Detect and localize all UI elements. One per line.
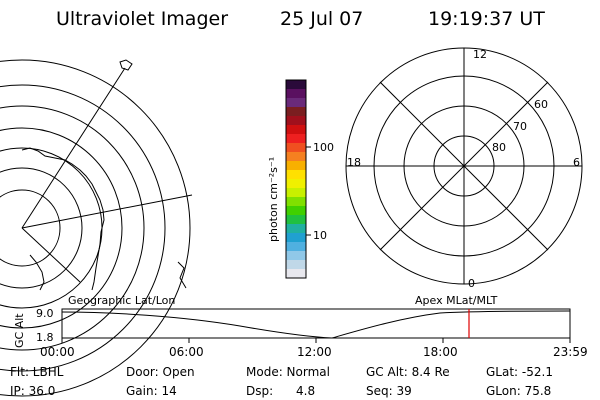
mode-readout: Mode: Normal <box>246 365 330 379</box>
timeline-xtick-0600: 06:00 <box>169 345 204 359</box>
colorbar-cell <box>286 179 306 189</box>
timeline-xtick-0000: 00:00 <box>40 345 75 359</box>
colorbar-cell <box>286 206 306 216</box>
meridian-1 <box>21 67 126 229</box>
colorbar-cell <box>286 125 306 135</box>
timeline-xtick-1800: 18:00 <box>423 345 458 359</box>
lat-arc-6 <box>0 84 166 372</box>
colorbar-cell <box>286 116 306 126</box>
colorbar-cell <box>286 215 306 225</box>
filter-readout: Flt: LBHL <box>10 365 64 379</box>
coastline-right <box>177 261 187 289</box>
mlt-label-18: 18 <box>347 156 361 169</box>
altitude-curve <box>61 310 571 339</box>
lat-arc-1 <box>0 189 61 267</box>
meridian-2 <box>21 194 193 229</box>
colorbar-cell <box>286 260 306 270</box>
gain-readout: Gain: 14 <box>126 384 177 398</box>
mlat-label-70: 70 <box>513 120 527 133</box>
colorbar-cell <box>286 242 306 252</box>
gc-alt-readout: GC Alt: 8.4 Re <box>366 365 450 379</box>
dsp-value: 4.8 <box>296 384 316 398</box>
dsp-label: Dsp: <box>246 384 274 398</box>
timeline-xtick-2359: 23:59 <box>553 345 588 359</box>
timeline-ytick-bottom: 1.8 <box>36 331 54 344</box>
coastline-antarctica <box>21 147 105 291</box>
colorbar-cell <box>286 134 306 144</box>
timeline-xtick-1200: 12:00 <box>297 345 332 359</box>
colorbar-tick-10: 10 <box>313 229 327 242</box>
colorbar-cell <box>286 143 306 153</box>
colorbar-cell <box>286 107 306 117</box>
colorbar-cell <box>286 98 306 108</box>
mlat-label-60: 60 <box>534 98 548 111</box>
meridian-3 <box>21 227 81 283</box>
observation-date: 25 Jul 07 <box>280 8 364 30</box>
colorbar-cell <box>286 161 306 171</box>
colorbar-cell <box>286 224 306 234</box>
colorbar-cell <box>286 269 306 279</box>
colorbar-tick-100: 100 <box>313 141 334 154</box>
colorbar-cell <box>286 197 306 207</box>
colorbar-cell <box>286 152 306 162</box>
observation-time: 19:19:37 UT <box>428 8 545 30</box>
timeline-left-label: Geographic Lat/Lon <box>68 294 176 307</box>
colorbar-cell <box>286 89 306 99</box>
colorbar-cell <box>286 80 306 90</box>
glat-readout: GLat: -52.1 <box>486 365 553 379</box>
colorbar-cell <box>286 188 306 198</box>
ip-readout: IP: 36.0 <box>10 384 56 398</box>
coastline-island <box>119 59 133 71</box>
seq-readout: Seq: 39 <box>366 384 412 398</box>
instrument-title: Ultraviolet Imager <box>56 8 229 30</box>
door-readout: Door: Open <box>126 365 195 379</box>
timeline-ytick-top: 9.0 <box>36 307 54 320</box>
lat-arc-7 <box>0 59 191 397</box>
coastline-south <box>29 254 45 291</box>
mlt-label-0: 0 <box>468 277 475 290</box>
glon-readout: GLon: 75.8 <box>486 384 552 398</box>
colorbar-cell <box>286 233 306 243</box>
lat-arc-2 <box>0 167 83 289</box>
colorbar-cell <box>286 251 306 261</box>
colorbar-cell <box>286 170 306 180</box>
lat-arc-5 <box>0 105 145 351</box>
mlt-label-6: 6 <box>573 156 580 169</box>
lat-arc-4 <box>0 127 123 329</box>
mlt-label-12: 12 <box>473 48 487 61</box>
timeline-right-label: Apex MLat/MLT <box>415 294 498 307</box>
mlat-label-80: 80 <box>492 141 506 154</box>
